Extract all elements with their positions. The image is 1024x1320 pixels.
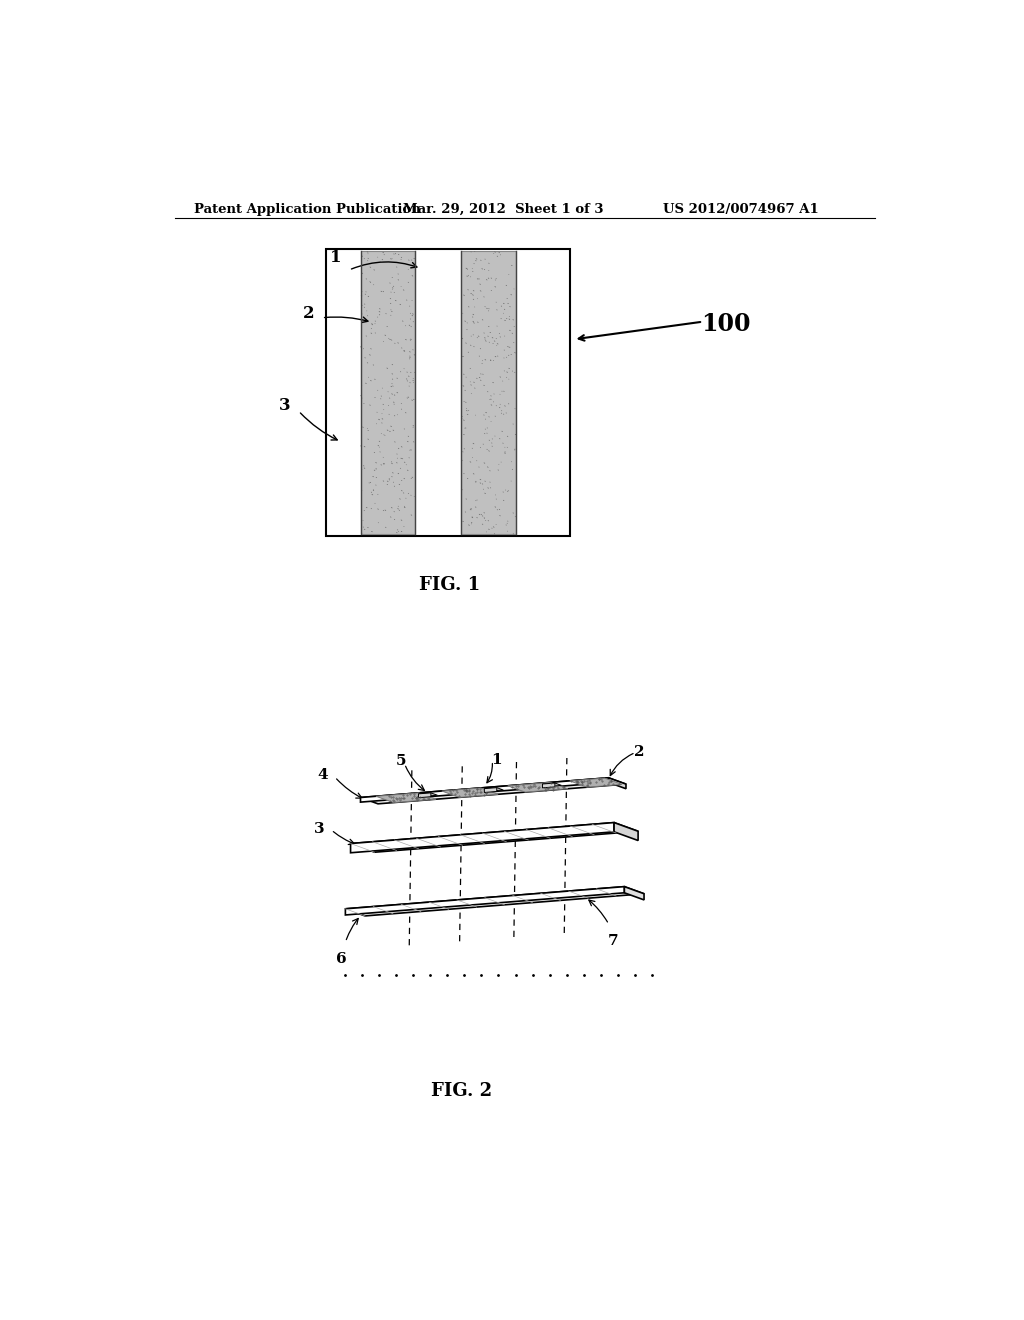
- Text: FIG. 2: FIG. 2: [431, 1082, 492, 1101]
- Polygon shape: [360, 777, 626, 804]
- Polygon shape: [376, 793, 436, 803]
- Polygon shape: [350, 822, 638, 853]
- Text: 2: 2: [302, 305, 314, 322]
- Polygon shape: [608, 777, 626, 789]
- Polygon shape: [543, 783, 555, 788]
- Text: US 2012/0074967 A1: US 2012/0074967 A1: [663, 203, 818, 216]
- Text: 6: 6: [336, 952, 347, 966]
- Polygon shape: [484, 788, 504, 791]
- Text: 100: 100: [701, 313, 751, 337]
- Text: 1: 1: [330, 249, 341, 267]
- Text: 7: 7: [607, 935, 618, 948]
- Text: 5: 5: [395, 755, 406, 768]
- Polygon shape: [419, 793, 431, 797]
- Polygon shape: [326, 249, 569, 536]
- Polygon shape: [484, 788, 497, 792]
- Text: 1: 1: [490, 752, 502, 767]
- Polygon shape: [543, 783, 561, 787]
- Polygon shape: [360, 777, 608, 803]
- Polygon shape: [419, 793, 437, 796]
- Polygon shape: [569, 777, 623, 787]
- Text: 3: 3: [280, 397, 291, 414]
- Text: FIG. 1: FIG. 1: [419, 576, 480, 594]
- Polygon shape: [350, 822, 614, 853]
- Text: Patent Application Publication: Patent Application Publication: [194, 203, 421, 216]
- Polygon shape: [442, 788, 498, 797]
- Text: 2: 2: [634, 744, 645, 759]
- Text: 4: 4: [317, 768, 329, 781]
- Polygon shape: [625, 887, 644, 900]
- Polygon shape: [461, 251, 515, 535]
- Polygon shape: [345, 887, 644, 916]
- Text: Mar. 29, 2012  Sheet 1 of 3: Mar. 29, 2012 Sheet 1 of 3: [403, 203, 603, 216]
- Polygon shape: [345, 887, 625, 915]
- Text: 3: 3: [314, 822, 325, 836]
- Polygon shape: [614, 822, 638, 841]
- Polygon shape: [508, 783, 568, 792]
- Polygon shape: [360, 251, 415, 535]
